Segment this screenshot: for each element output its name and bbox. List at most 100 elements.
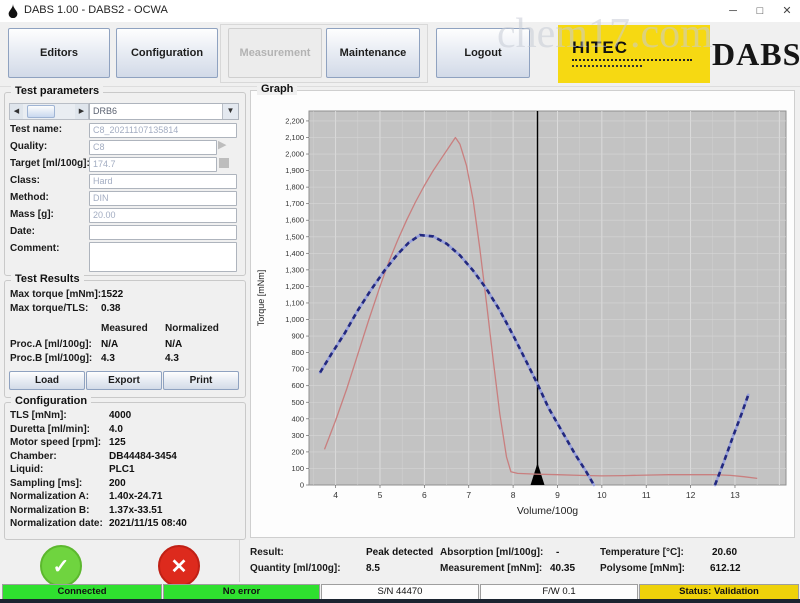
svg-text:900: 900 [291,332,304,341]
svg-text:7: 7 [466,490,471,500]
maximize-button[interactable]: □ [756,5,764,17]
svg-text:0: 0 [300,481,304,490]
hitec-logo-subline [572,65,642,67]
absorption-label: Absorption [ml/100g]: [440,547,544,558]
mass-field[interactable]: 20.00 [89,208,237,223]
proc-b-label: Proc.B [ml/100g]: [10,353,93,364]
date-field[interactable] [89,225,237,240]
svg-text:Volume/100g: Volume/100g [517,505,578,517]
hitec-logo-text: HITEC [572,38,628,57]
max-torque-value: 1522 [101,289,124,300]
close-icon: ✕ [170,555,188,578]
title-bar: DABS 1.00 - DABS2 - OCWA ─ □ ✕ [0,0,800,23]
svg-text:1,000: 1,000 [285,315,304,324]
config-label: Normalization B: [10,504,90,516]
configuration-group: Configuration TLS [mNm]: 4000 Duretta [m… [4,395,246,540]
confirm-button[interactable]: ✓ [40,545,82,587]
scrollbar-thumb[interactable] [27,105,55,118]
editors-button[interactable]: Editors [8,28,110,78]
hitec-logo: HITEC [558,25,710,83]
field-label: Target [ml/100g]: [10,158,90,169]
config-value: 125 [109,437,126,448]
test-selector-dropdown[interactable]: DRB6 ▼ [89,103,239,120]
dabs-logo-text: DABS [712,36,800,72]
svg-text:600: 600 [291,381,304,390]
max-torque-tls-value: 0.38 [101,303,121,314]
torque-volume-chart: 0 100 200 300 400 500 600 700 800 900 1,000 1,100 1,… [256,110,787,517]
divider [239,540,240,582]
svg-text:1,400: 1,400 [285,249,304,258]
play-icon[interactable]: ▶ [218,139,227,151]
droplet-icon [8,4,18,18]
measurement-value: 40.35 [550,563,576,574]
svg-text:2,200: 2,200 [285,116,304,125]
toolbar: Editors Configuration Measurement Mainte… [0,22,800,87]
config-label: Normalization A: [10,491,90,502]
load-button[interactable]: Load [9,371,85,390]
config-label: TLS [mNm]: [10,410,67,421]
svg-text:11: 11 [642,490,651,500]
record-scrollbar[interactable]: ◀ ▶ [9,103,89,120]
chevron-down-icon[interactable]: ▼ [222,104,238,119]
stop-icon[interactable] [219,158,229,168]
configuration-title: Configuration [11,395,92,407]
svg-text:1,900: 1,900 [285,166,304,175]
svg-text:500: 500 [291,398,304,407]
check-icon: ✓ [52,555,70,578]
minimize-button[interactable]: ─ [729,5,737,17]
svg-text:1,500: 1,500 [285,232,304,241]
status-serial-number: S/N 44470 [321,584,479,600]
field-label: Comment: [10,243,60,254]
scrollbar-track[interactable] [23,104,75,119]
method-field[interactable]: DIN [89,191,237,206]
proc-a-label: Proc.A [ml/100g]: [10,339,92,350]
class-field[interactable]: Hard [89,174,237,189]
close-button[interactable]: ✕ [782,5,792,17]
configuration-button[interactable]: Configuration [116,28,218,78]
quality-field[interactable]: C8 [89,140,217,155]
svg-text:5: 5 [378,490,383,500]
field-label: Date: [10,226,36,237]
svg-text:4: 4 [333,490,338,500]
svg-text:800: 800 [291,348,304,357]
field-label: Method: [10,192,49,203]
print-button[interactable]: Print [163,371,239,390]
measurement-button[interactable]: Measurement [228,28,322,78]
scroll-left-icon[interactable]: ◀ [10,104,23,119]
config-value: DB44484-3454 [109,450,177,462]
polysome-label: Polysome [mNm]: [600,563,686,574]
test-selector-value: DRB6 [93,106,118,116]
measured-column-header: Measured [101,323,148,334]
logout-button[interactable]: Logout [436,28,530,78]
target-field[interactable]: 174.7 [89,157,217,172]
scroll-right-icon[interactable]: ▶ [75,104,88,119]
measurement-label: Measurement [mNm]: [440,563,543,574]
svg-text:400: 400 [291,414,304,423]
graph-title: Graph [257,83,298,95]
test-results-title: Test Results [11,273,84,285]
config-value: 1.40x-24.71 [109,491,163,502]
temperature-value: 20.60 [712,547,738,558]
maintenance-button[interactable]: Maintenance [326,28,420,78]
status-validation: Status: Validation [639,584,799,600]
config-label: Normalization date: [10,518,103,529]
config-value: 4000 [109,410,132,421]
test-name-field[interactable]: C8_20211107135814 [89,123,237,138]
svg-text:1,200: 1,200 [285,282,304,291]
svg-text:1,100: 1,100 [285,298,304,307]
hitec-logo-dots [572,59,692,61]
svg-text:200: 200 [291,447,304,456]
export-button[interactable]: Export [86,371,162,390]
normalized-column-header: Normalized [165,323,219,334]
config-value: 200 [109,477,126,489]
test-parameters-title: Test parameters [11,85,104,97]
proc-b-measured: 4.3 [101,353,115,364]
proc-b-normalized: 4.3 [165,353,179,364]
svg-text:1,700: 1,700 [285,199,304,208]
abort-button[interactable]: ✕ [158,545,200,587]
result-value: Peak detected [366,547,434,558]
config-label: Duretta [ml/min]: [10,423,90,435]
svg-text:1,800: 1,800 [285,183,304,192]
comment-field[interactable] [89,242,237,272]
